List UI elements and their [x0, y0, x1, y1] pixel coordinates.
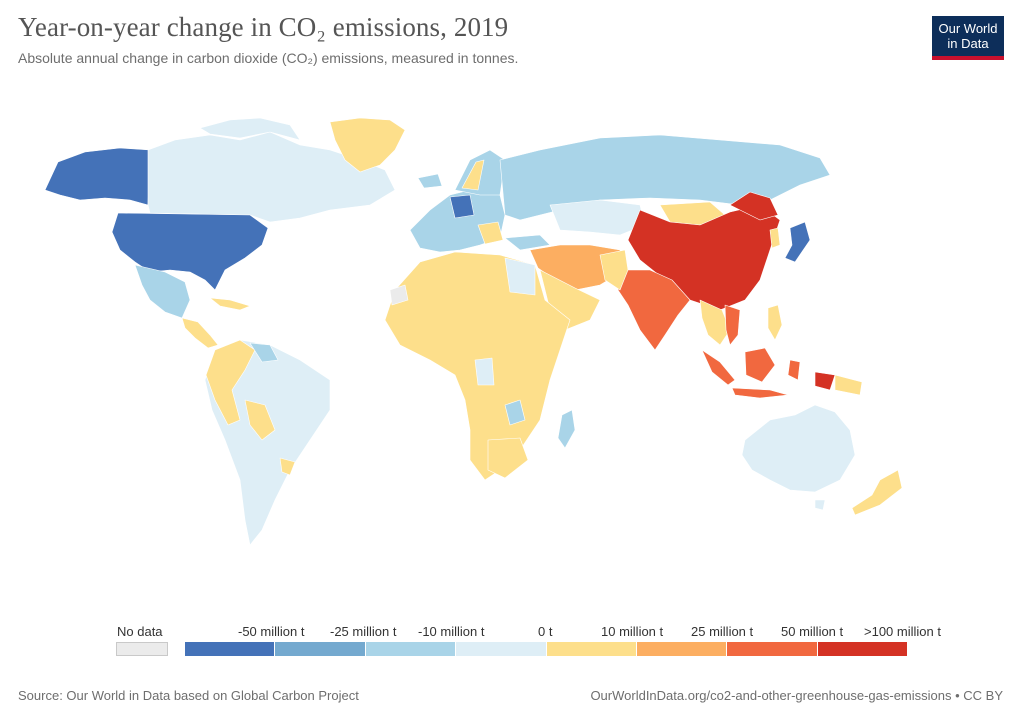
source-note: Source: Our World in Data based on Globa… [18, 688, 359, 703]
chart-title: Year-on-year change in CO₂ emissions, 20… [18, 12, 509, 42]
region-egypt[interactable] [504, 257, 536, 296]
legend-tick-4: 0 t [538, 624, 553, 639]
region-southern-africa-blue[interactable] [504, 399, 526, 426]
region-pakistan[interactable] [599, 249, 629, 291]
region-korea[interactable] [769, 227, 781, 249]
legend-tick-6: 25 million t [691, 624, 754, 639]
region-greenland[interactable] [329, 117, 406, 173]
region-caribbean[interactable] [209, 297, 251, 311]
region-png[interactable] [834, 374, 863, 396]
region-europe[interactable] [409, 189, 506, 253]
legend-seg-8[interactable] [817, 642, 907, 656]
region-indonesia-borneo[interactable] [744, 347, 776, 383]
legend-tick-3: -10 million t [418, 624, 485, 639]
legend-tick-5: 10 million t [601, 624, 664, 639]
region-norway-sweden[interactable] [461, 159, 485, 191]
region-germany[interactable] [449, 194, 475, 219]
region-alaska[interactable] [44, 147, 151, 206]
legend-seg-4[interactable] [456, 642, 547, 656]
region-china[interactable] [627, 204, 781, 311]
region-madagascar[interactable] [557, 409, 576, 449]
world-map [44, 117, 903, 546]
region-iceland[interactable] [417, 173, 443, 189]
legend-seg-5[interactable] [546, 642, 637, 656]
source-url[interactable]: OurWorldInData.org/co2-and-other-greenho… [590, 688, 1003, 703]
region-mexico[interactable] [134, 264, 191, 319]
logo-line-2: in Data [947, 36, 989, 51]
legend-seg-3[interactable] [365, 642, 457, 656]
logo-line-1: Our World [938, 21, 998, 36]
chart-subtitle: Absolute annual change in carbon dioxide… [18, 50, 519, 66]
region-vietnam[interactable] [724, 304, 741, 346]
region-bolivia[interactable] [244, 399, 276, 441]
region-central-africa[interactable] [474, 357, 495, 386]
region-south-africa[interactable] [487, 437, 529, 479]
region-japan[interactable] [784, 221, 811, 263]
region-canada-islands[interactable] [199, 117, 301, 141]
region-indonesia-sumatra[interactable] [701, 349, 736, 386]
legend-nodata-label: No data [117, 624, 163, 639]
region-usa[interactable] [111, 212, 269, 291]
legend-seg-6[interactable] [636, 642, 728, 656]
region-new-zealand[interactable] [851, 469, 903, 516]
region-uruguay[interactable] [279, 457, 296, 476]
region-china-northeast[interactable] [729, 191, 779, 221]
legend-seg-2[interactable] [275, 642, 366, 656]
region-india[interactable] [617, 269, 691, 351]
region-indonesia-sulawesi[interactable] [787, 359, 801, 381]
region-venezuela[interactable] [249, 342, 279, 363]
region-south-america[interactable] [204, 339, 331, 546]
legend-seg-7[interactable] [727, 642, 818, 656]
region-papua[interactable] [814, 371, 836, 391]
legend-tick-2: -25 million t [330, 624, 397, 639]
region-australia[interactable] [741, 404, 856, 493]
legend-color-bar [185, 642, 907, 656]
legend-tick-1: -50 million t [238, 624, 305, 639]
legend-tick-8: >100 million t [864, 624, 941, 639]
legend-tick-7: 50 million t [781, 624, 844, 639]
region-tasmania[interactable] [814, 499, 826, 511]
region-andes[interactable] [205, 339, 256, 426]
region-turkey[interactable] [504, 234, 551, 251]
region-western-sahara[interactable] [389, 284, 409, 306]
owid-logo[interactable]: Our World in Data [932, 16, 1004, 60]
region-philippines[interactable] [767, 304, 783, 341]
legend-nodata-swatch [116, 642, 168, 656]
region-central-asia[interactable] [549, 199, 646, 236]
region-indonesia-java[interactable] [731, 387, 789, 399]
region-central-america[interactable] [181, 317, 219, 349]
region-se-asia[interactable] [699, 299, 731, 346]
legend-seg-1[interactable] [185, 642, 276, 656]
region-balkans[interactable] [477, 221, 504, 245]
